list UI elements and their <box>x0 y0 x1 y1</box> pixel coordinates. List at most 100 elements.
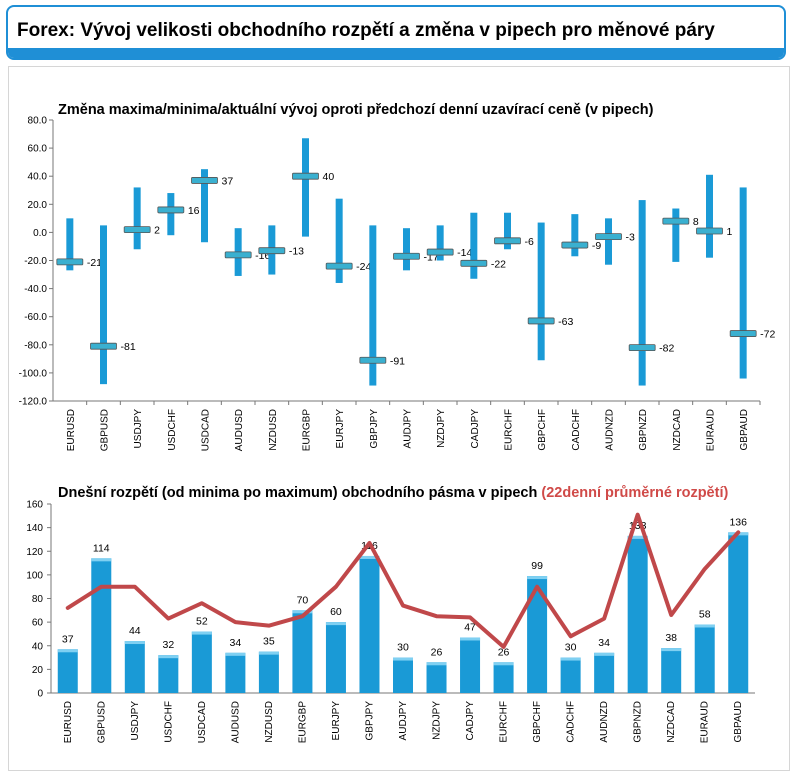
bar <box>426 662 447 693</box>
data-label: 2 <box>154 225 160 237</box>
x-tick-label: USDCHF <box>163 701 174 743</box>
y-tick-label: -60.0 <box>24 312 47 323</box>
bar <box>393 657 413 693</box>
x-tick-label: NZDJPY <box>432 701 443 740</box>
range-bar <box>66 218 74 271</box>
bar <box>57 649 78 693</box>
x-tick-label: NZDUSD <box>268 409 279 451</box>
data-label: 40 <box>323 171 335 183</box>
y-tick-label: -100.0 <box>19 368 48 379</box>
current-marker <box>123 226 151 233</box>
current-marker <box>527 317 555 325</box>
current-marker <box>90 342 117 350</box>
data-label: -13 <box>289 246 304 258</box>
range-bar <box>133 187 141 250</box>
x-tick-label: CADCHF <box>571 409 582 451</box>
x-tick-label: GBPCHF <box>532 701 543 743</box>
bar <box>225 652 246 693</box>
data-label: 47 <box>464 621 476 633</box>
bar-highlight <box>325 622 346 626</box>
y-tick-label: 80 <box>32 594 44 605</box>
x-tick-label: GBPUSD <box>96 701 107 743</box>
data-label: 34 <box>230 637 242 649</box>
average-line <box>65 512 741 649</box>
x-tick-label: AUDJPY <box>403 409 414 449</box>
bar <box>460 637 481 693</box>
data-label: -81 <box>121 341 136 353</box>
y-tick-label: -20.0 <box>24 256 47 267</box>
header-box: Forex: Vývoj velikosti obchodního rozpět… <box>6 5 786 60</box>
data-label: 44 <box>129 625 141 637</box>
data-label: -14 <box>457 247 472 259</box>
current-marker <box>662 217 690 225</box>
data-label: -21 <box>87 257 102 269</box>
bar <box>627 535 648 693</box>
data-label: 70 <box>297 594 309 606</box>
data-label: 37 <box>222 175 234 187</box>
bar <box>359 555 380 693</box>
current-marker <box>325 262 353 270</box>
chart2-title-main: Dnešní rozpětí (od minima po maximum) ob… <box>58 485 541 501</box>
current-marker <box>460 259 488 267</box>
range-bar <box>706 174 713 258</box>
data-label: 16 <box>188 205 200 217</box>
data-label: -9 <box>592 240 601 252</box>
range-bar <box>167 193 175 236</box>
current-marker <box>359 356 387 364</box>
x-tick-label: USDCAD <box>197 701 208 743</box>
x-tick-label: GBPJPY <box>364 701 375 741</box>
y-tick-label: 60.0 <box>28 144 48 155</box>
y-tick-label: 100 <box>26 570 43 581</box>
bar-highlight <box>124 641 145 645</box>
bar <box>325 622 346 693</box>
bar <box>527 576 548 693</box>
y-tick-label: -120.0 <box>19 397 48 408</box>
data-label: 99 <box>531 560 543 572</box>
bar <box>694 624 715 693</box>
bar <box>493 662 514 693</box>
bar-highlight <box>627 535 648 539</box>
y-tick-label: 160 <box>26 500 43 511</box>
y-tick-label: -80.0 <box>24 340 47 351</box>
range-bar <box>100 225 107 385</box>
bar-highlight <box>359 555 380 559</box>
bar-highlight <box>191 631 212 635</box>
bar-highlight <box>258 651 279 655</box>
bar-highlight <box>393 657 413 661</box>
x-tick-label: GBPAUD <box>733 701 744 743</box>
data-label: -72 <box>760 329 775 341</box>
x-tick-label: GBPCHF <box>537 409 548 451</box>
current-marker <box>628 344 656 352</box>
x-tick-label: AUDJPY <box>398 701 409 741</box>
y-tick-label: 0 <box>37 689 43 700</box>
current-marker <box>157 206 185 214</box>
header-accent-bar <box>8 48 784 58</box>
chart2-title: Dnešní rozpětí (od minima po maximum) ob… <box>58 485 728 501</box>
x-tick-label: EURUSD <box>66 409 77 451</box>
y-tick-label: 140 <box>26 523 43 534</box>
data-label: 8 <box>693 216 699 228</box>
x-tick-label: GBPNZD <box>638 409 649 451</box>
bar <box>91 558 112 693</box>
data-label: 38 <box>665 632 677 644</box>
bar <box>258 651 279 693</box>
y-tick-label: -40.0 <box>24 284 47 295</box>
data-label: 60 <box>330 606 342 618</box>
data-label: 58 <box>699 608 711 620</box>
current-marker <box>494 237 521 245</box>
y-tick-label: 20 <box>32 665 44 676</box>
bar-highlight <box>158 655 179 659</box>
x-tick-label: EURCHF <box>499 701 510 743</box>
page-title: Forex: Vývoj velikosti obchodního rozpět… <box>17 20 715 41</box>
range-bar <box>335 198 343 283</box>
chart1-title: Změna maxima/minima/aktuální vývoj oprot… <box>58 102 654 118</box>
x-tick-label: EURAUD <box>700 701 711 743</box>
bar <box>661 648 682 693</box>
bar <box>124 641 145 693</box>
current-marker <box>426 248 454 256</box>
data-label: 26 <box>431 646 443 658</box>
x-tick-label: AUDNZD <box>605 409 616 451</box>
current-marker <box>258 247 286 255</box>
x-tick-label: EURJPY <box>331 701 342 741</box>
x-tick-label: AUDUSD <box>234 409 245 451</box>
